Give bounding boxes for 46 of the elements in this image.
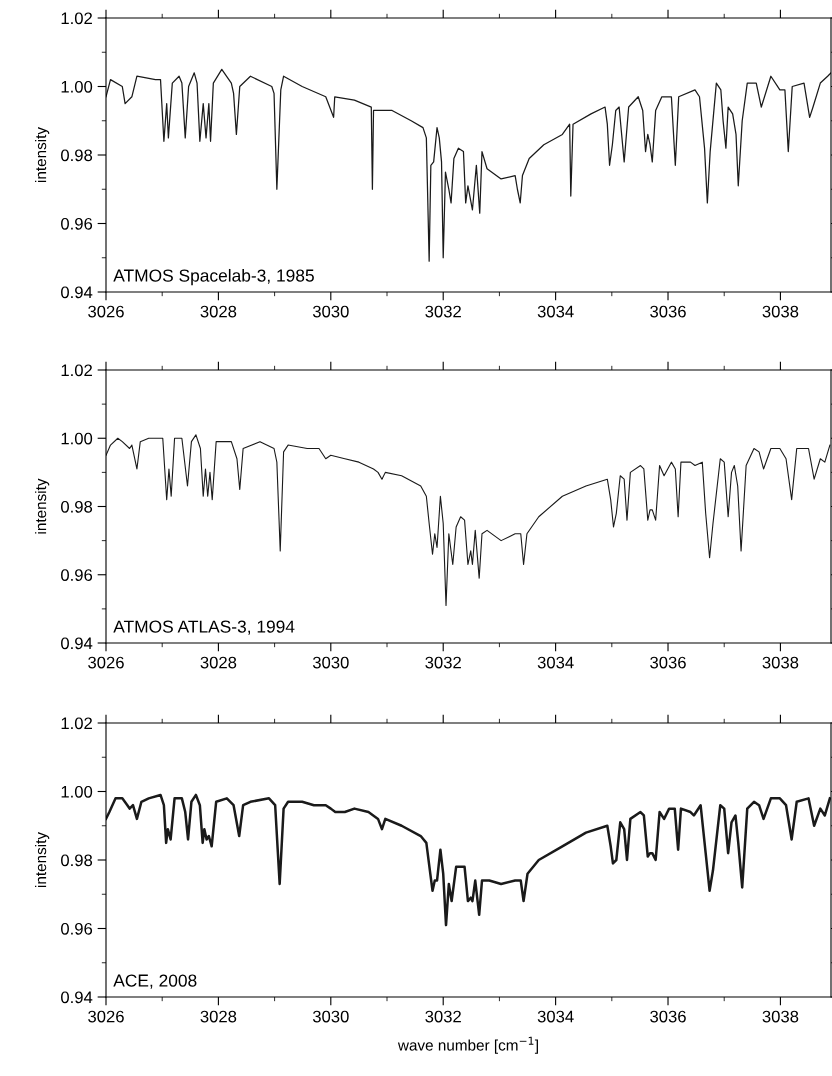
y-tick-label: 1.02 bbox=[61, 717, 92, 730]
y-tick-label: 1.02 bbox=[61, 12, 92, 25]
y-tick-label: 1.00 bbox=[61, 785, 93, 798]
line-series bbox=[106, 434, 831, 607]
line-series bbox=[106, 68, 831, 262]
y-tick-label: 0.98 bbox=[61, 500, 93, 513]
x-tick-label: 3030 bbox=[312, 1010, 349, 1023]
annotation: ATMOS Spacelab-3, 1985 bbox=[113, 268, 314, 286]
y-tick-label: 0.94 bbox=[61, 637, 93, 650]
x-tick-label: 3038 bbox=[762, 656, 799, 669]
x-tick-label: 3030 bbox=[312, 656, 349, 669]
x-tick-label: 3032 bbox=[425, 1010, 461, 1023]
y-tick-label: 0.96 bbox=[61, 217, 93, 230]
x-tick-label: 3026 bbox=[88, 305, 124, 318]
y-tick-label: 1.00 bbox=[61, 432, 93, 445]
x-tick-label: 3030 bbox=[312, 305, 349, 318]
x-tick-label: 3036 bbox=[650, 656, 686, 669]
x-axis-title: wave number [cm$^{−1}$] bbox=[397, 1036, 538, 1054]
annotation: ACE, 2008 bbox=[113, 974, 197, 989]
x-tick-label: 3026 bbox=[88, 656, 124, 669]
y-tick-label: 0.94 bbox=[61, 991, 93, 1004]
x-tick-label: 3034 bbox=[537, 656, 574, 669]
y-tick-label: 0.98 bbox=[61, 149, 93, 162]
y-axis-title: intensity bbox=[35, 832, 50, 887]
y-tick-label: 0.98 bbox=[61, 854, 93, 867]
x-tick-label: 3028 bbox=[200, 305, 237, 318]
x-tick-label: 3028 bbox=[200, 656, 237, 669]
x-tick-label: 3034 bbox=[537, 305, 574, 318]
y-tick-label: 0.96 bbox=[61, 922, 93, 935]
y-tick-label: 0.96 bbox=[61, 569, 93, 581]
x-tick-label: 3036 bbox=[650, 305, 686, 318]
y-axis-title: intensity bbox=[35, 127, 50, 182]
x-tick-label: 3038 bbox=[762, 1010, 799, 1023]
y-tick-label: 1.02 bbox=[61, 364, 92, 377]
y-axis-title: intensity bbox=[35, 478, 50, 534]
x-tick-label: 3028 bbox=[200, 1010, 237, 1023]
y-tick-label: 1.00 bbox=[61, 80, 93, 93]
x-tick-label: 3036 bbox=[650, 1010, 686, 1023]
y-tick-label: 0.94 bbox=[61, 286, 93, 299]
x-tick-label: 3032 bbox=[425, 305, 461, 318]
x-tick-label: 3026 bbox=[88, 1010, 124, 1023]
x-tick-label: 3032 bbox=[425, 656, 461, 669]
x-tick-label: 3034 bbox=[537, 1010, 574, 1023]
annotation: ATMOS ATLAS-3, 1994 bbox=[113, 620, 295, 635]
x-tick-label: 3038 bbox=[762, 305, 799, 318]
line-series bbox=[106, 793, 831, 927]
